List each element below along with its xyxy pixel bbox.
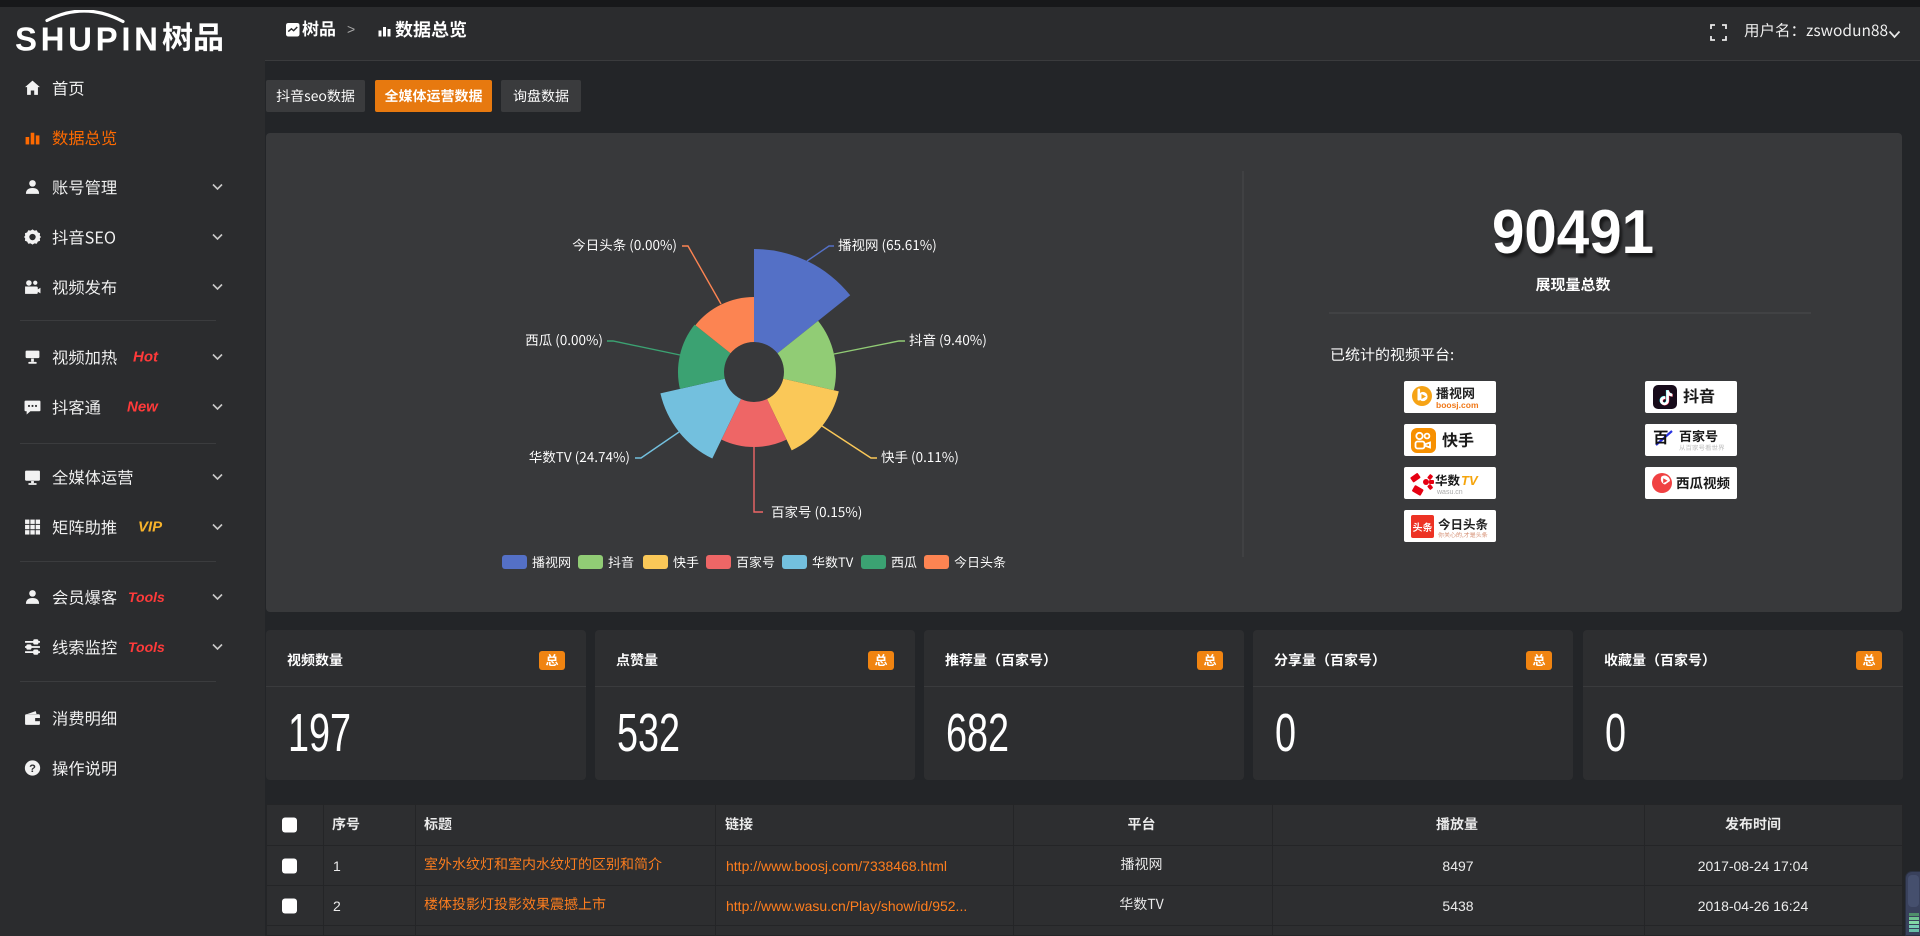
svg-text:wasu.cn: wasu.cn [1436,489,1463,496]
svg-text:SHUPIN: SHUPIN [15,21,158,58]
svg-text:boosj.com: boosj.com [1436,400,1479,410]
svg-text:TV: TV [1461,473,1479,488]
svg-text:?: ? [29,763,36,775]
